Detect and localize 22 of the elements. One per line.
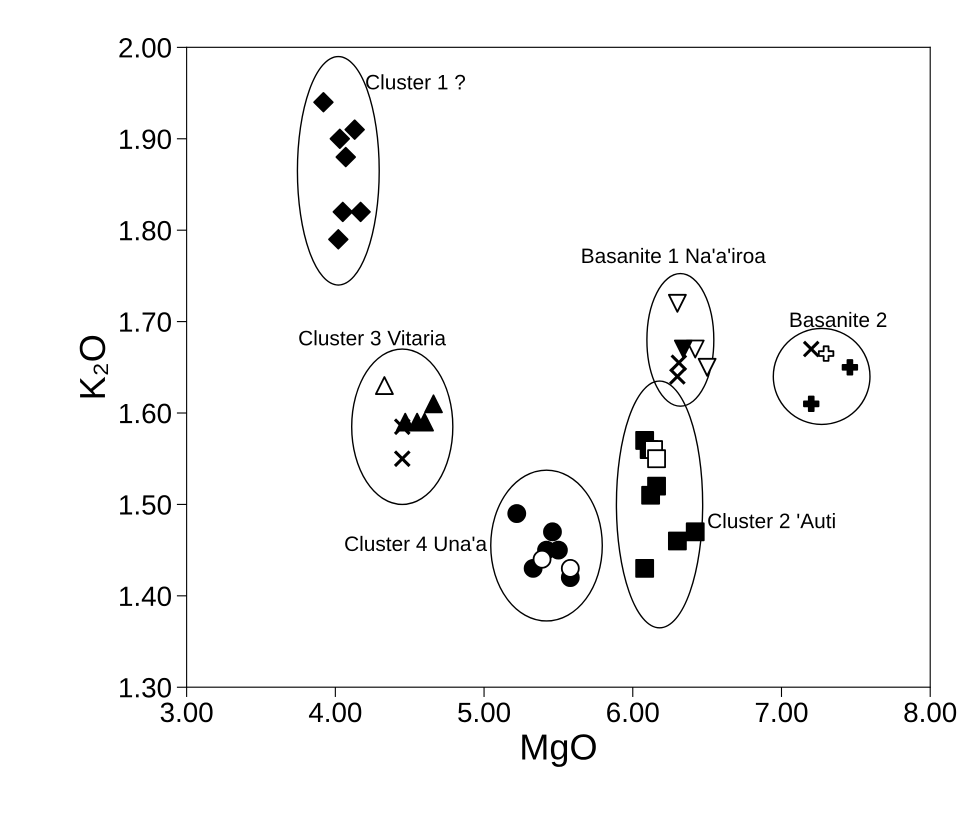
- annotation: Basanite 1 Na'a'iroa: [582, 248, 766, 264]
- y-tick-label: 1.50: [120, 495, 171, 515]
- x-tick-label: 8.00: [904, 702, 956, 722]
- annotation: Cluster 4 Una'a: [345, 536, 488, 552]
- y-axis-title: K₂O: [80, 336, 108, 398]
- x-tick-label: 6.00: [607, 702, 659, 722]
- annotation: Cluster 2 'Auti: [708, 512, 835, 528]
- annotation: Cluster 1 ?: [366, 74, 466, 90]
- y-tick-label: 1.70: [120, 312, 171, 332]
- y-tick-label: 1.80: [120, 220, 171, 241]
- y-tick-label: 1.90: [120, 129, 171, 150]
- y-tick-label: 1.40: [120, 586, 171, 606]
- annotation: Cluster 3 Vitaria: [299, 330, 446, 346]
- x-tick-label: 5.00: [458, 702, 510, 722]
- y-tick-label: 1.30: [120, 678, 171, 698]
- y-tick-label: 2.00: [119, 38, 171, 58]
- x-tick-label: 3.00: [160, 702, 213, 722]
- y-tick-label: 1.60: [120, 404, 171, 424]
- x-tick-label: 7.00: [756, 702, 808, 722]
- annotation: Basanite 2: [790, 312, 886, 328]
- x-axis-title: MgO: [522, 734, 596, 767]
- x-tick-label: 4.00: [308, 702, 362, 722]
